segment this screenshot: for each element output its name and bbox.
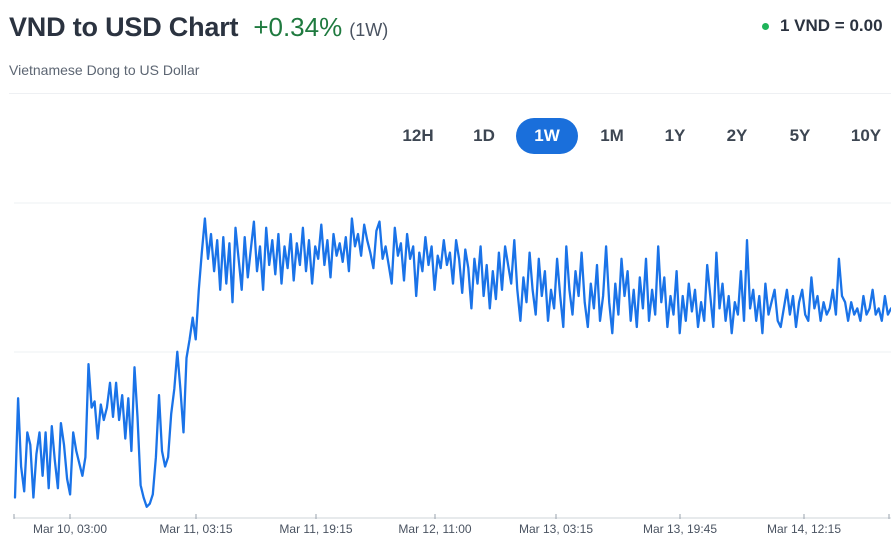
range-tab-2y[interactable]: 2Y <box>726 126 748 145</box>
range-tab-10y[interactable]: 10Y <box>850 126 882 145</box>
x-axis-ticks: Mar 10, 03:00 Mar 11, 03:15 Mar 11, 19:15 M… <box>13 514 890 536</box>
page-title: VND to USD Chart <box>9 12 239 42</box>
live-status-dot-icon <box>762 22 769 30</box>
range-tab-12h[interactable]: 12H <box>402 126 434 145</box>
range-tab-1y[interactable]: 1Y <box>664 126 686 145</box>
x-tick-label: Mar 13, 03:15 <box>519 522 593 536</box>
x-tick-label: Mar 12, 11:00 <box>398 522 471 536</box>
page-subtitle: Vietnamese Dong to US Dollar <box>9 62 200 78</box>
series-line <box>13 217 891 508</box>
range-tab-5y[interactable]: 5Y <box>789 126 811 145</box>
percent-change: +0.34% <box>253 12 343 42</box>
x-tick-label: Mar 11, 19:15 <box>279 522 352 536</box>
live-rate: 1 VND = 0.00 <box>762 16 891 36</box>
range-tab-1w[interactable]: 1W <box>516 118 578 154</box>
x-tick-label: Mar 14, 12:15 <box>767 522 841 536</box>
live-rate-text: 1 VND = 0.00 <box>780 16 883 35</box>
x-tick-label: Mar 13, 19:45 <box>643 522 717 536</box>
change-period: (1W) <box>349 20 389 40</box>
title-row: VND to USD Chart +0.34% (1W) <box>9 12 388 48</box>
x-tick-label: Mar 11, 03:15 <box>159 522 232 536</box>
range-tab-1d[interactable]: 1D <box>473 126 495 145</box>
range-tab-1m[interactable]: 1M <box>600 126 624 145</box>
grid-lines <box>14 202 891 353</box>
x-tick-label: Mar 10, 03:00 <box>33 522 107 536</box>
time-range-selector: 12H 1D 1W 1M 1Y 2Y 5Y 10Y <box>0 118 891 154</box>
header-divider <box>9 93 891 94</box>
